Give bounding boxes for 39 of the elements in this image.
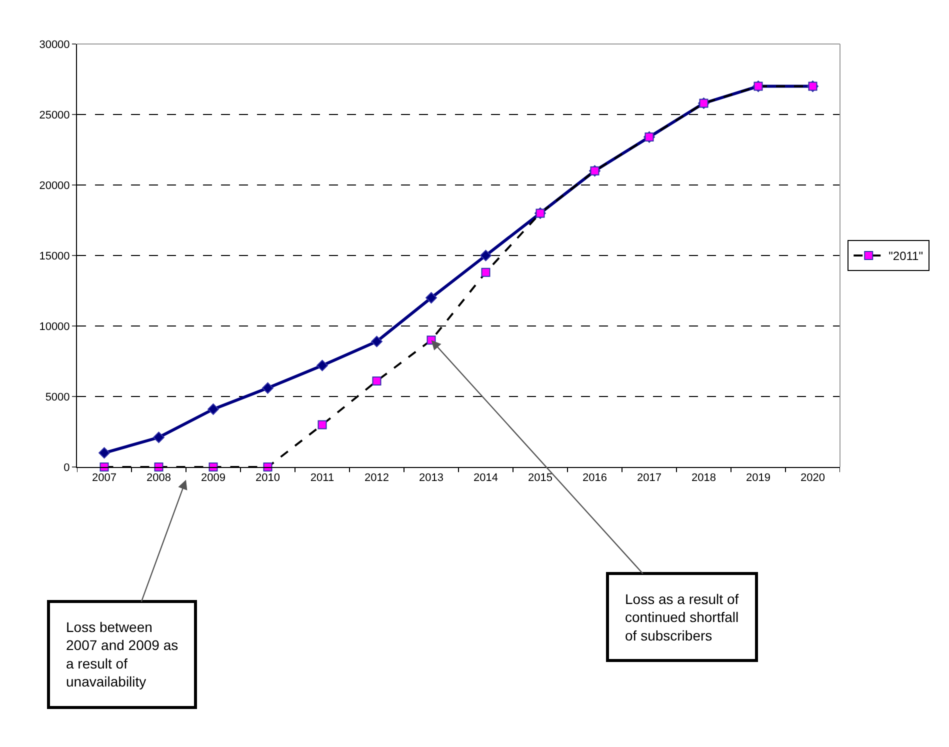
x-tick-label: 2007	[92, 472, 116, 484]
y-tick-label: 20000	[39, 180, 70, 192]
x-tick-label: 2014	[474, 472, 498, 484]
point	[153, 432, 164, 444]
x-tick-label: 2010	[256, 472, 280, 484]
x-tick-label: 2018	[692, 472, 716, 484]
annotation: Loss as a result of continued shortfall of subscribers	[625, 591, 739, 644]
x-tick-label: 2011	[310, 472, 334, 484]
text: Loss between 2007 and 2009 as a result of unavailability	[66, 619, 178, 690]
y-tick-label: 25000	[39, 109, 70, 122]
y-tick-label: 15000	[39, 250, 70, 262]
point	[208, 403, 219, 415]
point	[316, 360, 328, 372]
x-tick-label: 2020	[800, 472, 825, 484]
point	[426, 292, 437, 304]
x-tick-label: 2013	[419, 472, 444, 484]
point	[263, 462, 272, 472]
y-tick-label: 5000	[45, 391, 70, 404]
y-tick-label: 30000	[39, 38, 70, 51]
point	[100, 462, 109, 472]
y-tick-label: 0	[64, 462, 70, 474]
point	[154, 462, 164, 472]
point	[480, 250, 492, 262]
x-tick-label: 2017	[637, 472, 662, 484]
x-tick-label: 2019	[746, 472, 770, 484]
point	[318, 420, 327, 430]
y-tick-label: 10000	[39, 320, 70, 333]
x-tick-label: 2016	[582, 472, 607, 484]
point	[481, 268, 490, 277]
point	[372, 376, 382, 386]
x-tick-label: 2008	[146, 472, 171, 484]
x-tick-label: 2015	[528, 472, 552, 484]
x-tick-label: 2012	[364, 472, 389, 484]
legend-label: "2011"	[888, 249, 923, 264]
point	[98, 447, 110, 459]
point	[371, 336, 382, 348]
point	[262, 382, 274, 394]
x-tick-label: 2009	[201, 472, 226, 484]
point	[208, 462, 218, 472]
